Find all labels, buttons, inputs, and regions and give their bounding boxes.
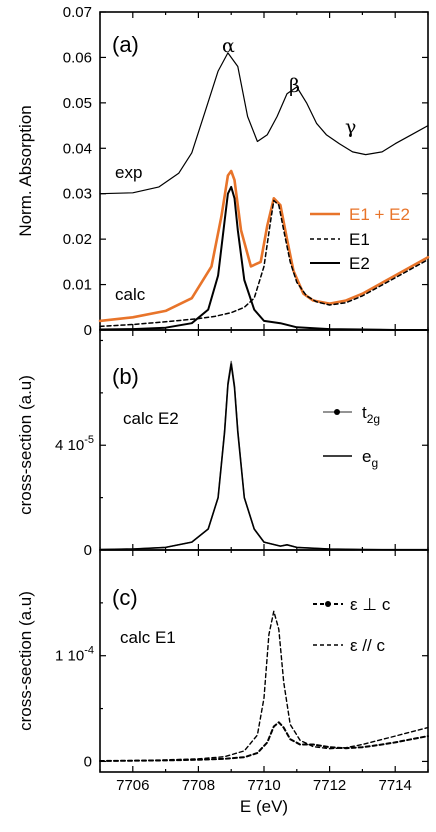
series-line [99,52,429,195]
panel-b-ticks: 0 4 10-5 [55,330,429,559]
panel-c-frame [99,549,429,773]
panel-a-ylabel: Norm. Absorption [16,105,35,236]
calc-e1-label: calc E1 [120,628,176,647]
gamma-label: γ [345,116,356,138]
legend-eg-label: eg [362,447,378,470]
series-line [99,185,429,331]
legend-t2g-label: t2g [362,403,380,426]
legend-perp-label: ε ⊥ c [350,595,391,614]
x-tick-label: 7708 [182,777,215,794]
t2g-subscript: 2g [367,412,380,426]
beta-label: β [289,75,300,97]
panel-b-label: (b) [112,364,139,389]
y-tick-label: 0.05 [63,95,92,112]
panel-b-series [99,360,429,551]
series-line [99,199,429,328]
series-line [99,360,429,551]
series-line [98,169,430,323]
alpha-label: α [222,35,235,57]
y-tick-label: 0.06 [63,49,92,66]
series-line [99,721,429,762]
x-tick-label: 7714 [379,777,412,794]
calc-label: calc [115,285,146,304]
y-tick-label: 0.03 [63,186,92,203]
legend-e2-label: E2 [349,254,370,273]
panel-a-frame [99,11,429,331]
panel-b-ylabel: cross-section (a.u) [16,375,35,515]
y-tick-label: 1 10-4 [55,645,94,665]
calc-e2-label: calc E2 [123,409,179,428]
panel-b-frame [99,329,429,551]
panel-c-ticks: 0 1 10-4 7706 7708 7710 7712 7714 [55,550,429,794]
legend-e1-label: E1 [349,230,370,249]
t2g-text: t [362,403,367,422]
panel-c-series [99,610,429,762]
x-axis-label: E (eV) [240,797,288,816]
panel-a-series [98,52,430,331]
legend-perp-marker [325,601,331,607]
y-tick-label: 0 [84,753,92,770]
legend-t2g-marker [334,409,340,415]
y-tick-exponent: -4 [84,645,94,657]
panel-a-label: (a) [112,32,139,57]
y-tick-label: 0.01 [63,277,92,294]
series-line [99,363,429,551]
y-tick-label: 0 [84,542,92,559]
y-tick-label: 0 [84,322,92,339]
panel-c-label: (c) [112,585,138,610]
eg-text: e [362,447,371,466]
eg-subscript: g [371,456,378,470]
exp-label: exp [115,163,142,182]
x-tick-label: 7710 [247,777,280,794]
legend-par-label: ε // c [350,636,385,655]
panel-c-ylabel: cross-section (a.u) [16,591,35,731]
x-tick-label: 7712 [313,777,346,794]
x-tick-label: 7706 [116,777,149,794]
y-tick-label: 0.07 [63,4,92,21]
legend-e1e2-label: E1 + E2 [349,205,410,224]
y-tick-exponent: -5 [84,434,94,446]
panel-a-ticks: 0 0.01 0.02 0.03 0.04 0.05 0.06 0.07 [63,4,429,339]
y-tick-label: 0.02 [63,231,92,248]
series-line [99,610,429,762]
y-tick-label: 0.04 [63,140,92,157]
y-tick-label: 4 10-5 [55,434,94,454]
